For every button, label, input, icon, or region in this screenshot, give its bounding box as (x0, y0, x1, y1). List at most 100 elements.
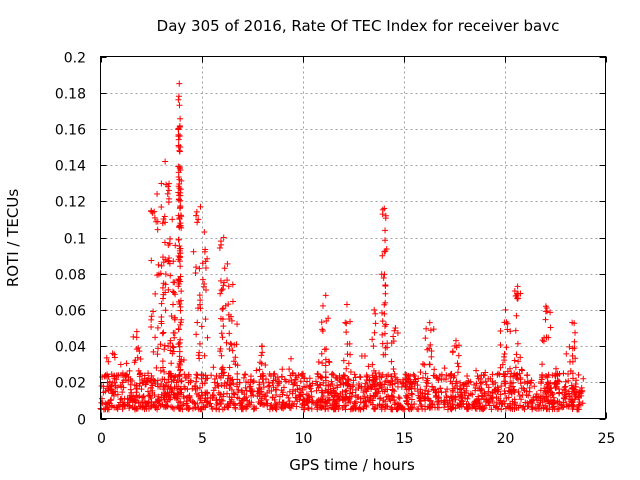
data-point (155, 261, 162, 268)
data-point (262, 362, 269, 369)
data-point (197, 297, 204, 304)
data-point (457, 392, 464, 399)
data-point (177, 189, 184, 196)
data-point (438, 376, 445, 383)
data-point (419, 374, 426, 381)
data-point (176, 276, 183, 283)
data-point (133, 392, 140, 399)
data-point (497, 364, 504, 371)
data-point (320, 379, 327, 386)
data-point (178, 224, 185, 231)
data-point (160, 394, 167, 401)
data-point (193, 331, 200, 338)
data-point (489, 395, 496, 402)
data-point (555, 406, 562, 413)
data-point (404, 392, 411, 399)
data-point (171, 334, 178, 341)
data-point (473, 367, 480, 374)
data-point (422, 406, 429, 413)
data-point (202, 316, 209, 323)
data-point (424, 391, 431, 398)
data-point (176, 339, 183, 346)
data-point (150, 308, 157, 315)
data-point (168, 312, 175, 319)
data-point (234, 370, 241, 377)
data-point (234, 381, 241, 388)
data-point (195, 392, 202, 399)
data-point (514, 295, 521, 302)
data-point (378, 404, 385, 411)
data-point (170, 344, 177, 351)
data-point (389, 377, 396, 384)
data-point (218, 330, 225, 337)
data-point (382, 227, 389, 234)
data-point (170, 329, 177, 336)
data-point (381, 248, 388, 255)
data-point (319, 403, 326, 410)
data-point (220, 234, 227, 241)
data-point (116, 403, 123, 410)
data-point (342, 388, 349, 395)
data-point (137, 356, 144, 363)
data-point (356, 373, 363, 380)
data-point (230, 390, 237, 397)
data-point (573, 377, 580, 384)
data-point (131, 404, 138, 411)
data-point (176, 361, 183, 368)
data-point (325, 358, 332, 365)
data-point (258, 397, 265, 404)
data-point (167, 235, 174, 242)
data-point (185, 373, 192, 380)
data-point (117, 361, 124, 368)
data-point (155, 397, 162, 404)
data-point (443, 392, 450, 399)
data-point (225, 283, 232, 290)
data-point (175, 236, 182, 243)
data-point (371, 306, 378, 313)
data-point (208, 372, 215, 379)
data-point (309, 397, 316, 404)
data-point (524, 380, 531, 387)
data-point (529, 397, 536, 404)
data-point (165, 183, 172, 190)
data-point (514, 283, 521, 290)
data-point (542, 389, 549, 396)
data-point (419, 361, 426, 368)
data-point (291, 400, 298, 407)
data-point (537, 387, 544, 394)
data-point (181, 395, 188, 402)
data-point (301, 375, 308, 382)
data-point (183, 398, 190, 405)
data-point (501, 319, 508, 326)
data-point (259, 349, 266, 356)
data-point (251, 405, 258, 412)
data-point (169, 404, 176, 411)
data-point (501, 357, 508, 364)
data-point (279, 373, 286, 380)
data-point (220, 393, 227, 400)
data-point (131, 359, 138, 366)
data-point (123, 360, 130, 367)
data-point (517, 402, 524, 409)
data-point (456, 385, 463, 392)
data-point (154, 351, 161, 358)
data-point (315, 396, 322, 403)
data-point (306, 394, 313, 401)
data-point (292, 376, 299, 383)
data-point (194, 219, 201, 226)
data-point (451, 342, 458, 349)
data-point (103, 354, 110, 361)
data-point (194, 372, 201, 379)
y-tick-label: 0 (77, 413, 86, 429)
data-point (274, 374, 281, 381)
y-tick-label: 0.18 (55, 87, 86, 103)
data-point (190, 248, 197, 255)
data-point (171, 314, 178, 321)
data-point (279, 366, 286, 373)
data-point (499, 361, 506, 368)
data-point (525, 403, 532, 410)
data-point (126, 367, 133, 374)
data-point (219, 316, 226, 323)
data-point (204, 334, 211, 341)
data-point (547, 396, 554, 403)
